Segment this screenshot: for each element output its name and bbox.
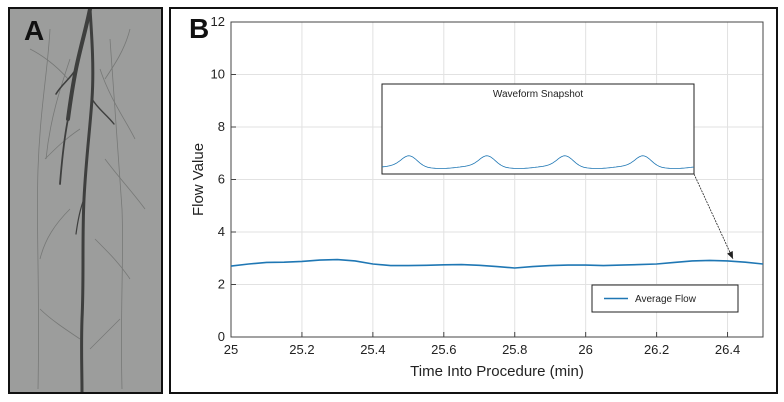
y-tick-label: 0	[218, 329, 225, 344]
y-tick-label: 8	[218, 119, 225, 134]
x-tick-label: 25.4	[360, 342, 385, 357]
x-axis-label: Time Into Procedure (min)	[410, 363, 584, 380]
inset-arrow-head	[727, 251, 733, 259]
flow-chart: 25 25.2 25.4 25.6 25.8 26 26.2 26.4 0 2 4 6 8 10 12 Wa…	[190, 14, 764, 380]
x-tick-label: 25.2	[289, 342, 314, 357]
x-tick-label: 26.2	[644, 342, 669, 357]
y-tick-label: 10	[211, 67, 225, 82]
angiogram-panel: A	[8, 7, 163, 394]
legend-label: Average Flow	[635, 294, 697, 305]
y-axis-label: Flow Value	[190, 143, 207, 216]
x-tick-label: 25.8	[502, 342, 527, 357]
panel-a-label: A	[24, 15, 45, 46]
inset-arrow-line	[693, 173, 734, 260]
inset-waveform-line	[381, 155, 695, 169]
y-tick-label: 4	[218, 224, 225, 239]
series-line-average-flow	[230, 258, 764, 269]
angiogram-image	[29, 9, 146, 392]
chart-panel: 25 25.2 25.4 25.6 25.8 26 26.2 26.4 0 2 4 6 8 10 12 Wa…	[169, 7, 778, 394]
x-tick-label: 25.6	[431, 342, 456, 357]
panel-b-label: B	[189, 13, 210, 44]
x-tick-label: 26.4	[715, 342, 740, 357]
y-tick-label: 2	[218, 277, 225, 292]
y-tick-label: 12	[211, 14, 225, 29]
x-tick-label: 26	[578, 342, 592, 357]
inset-title: Waveform Snapshot	[493, 89, 583, 100]
x-tick-label: 25	[224, 342, 238, 357]
y-tick-label: 6	[218, 172, 225, 187]
inset-box	[381, 83, 695, 175]
